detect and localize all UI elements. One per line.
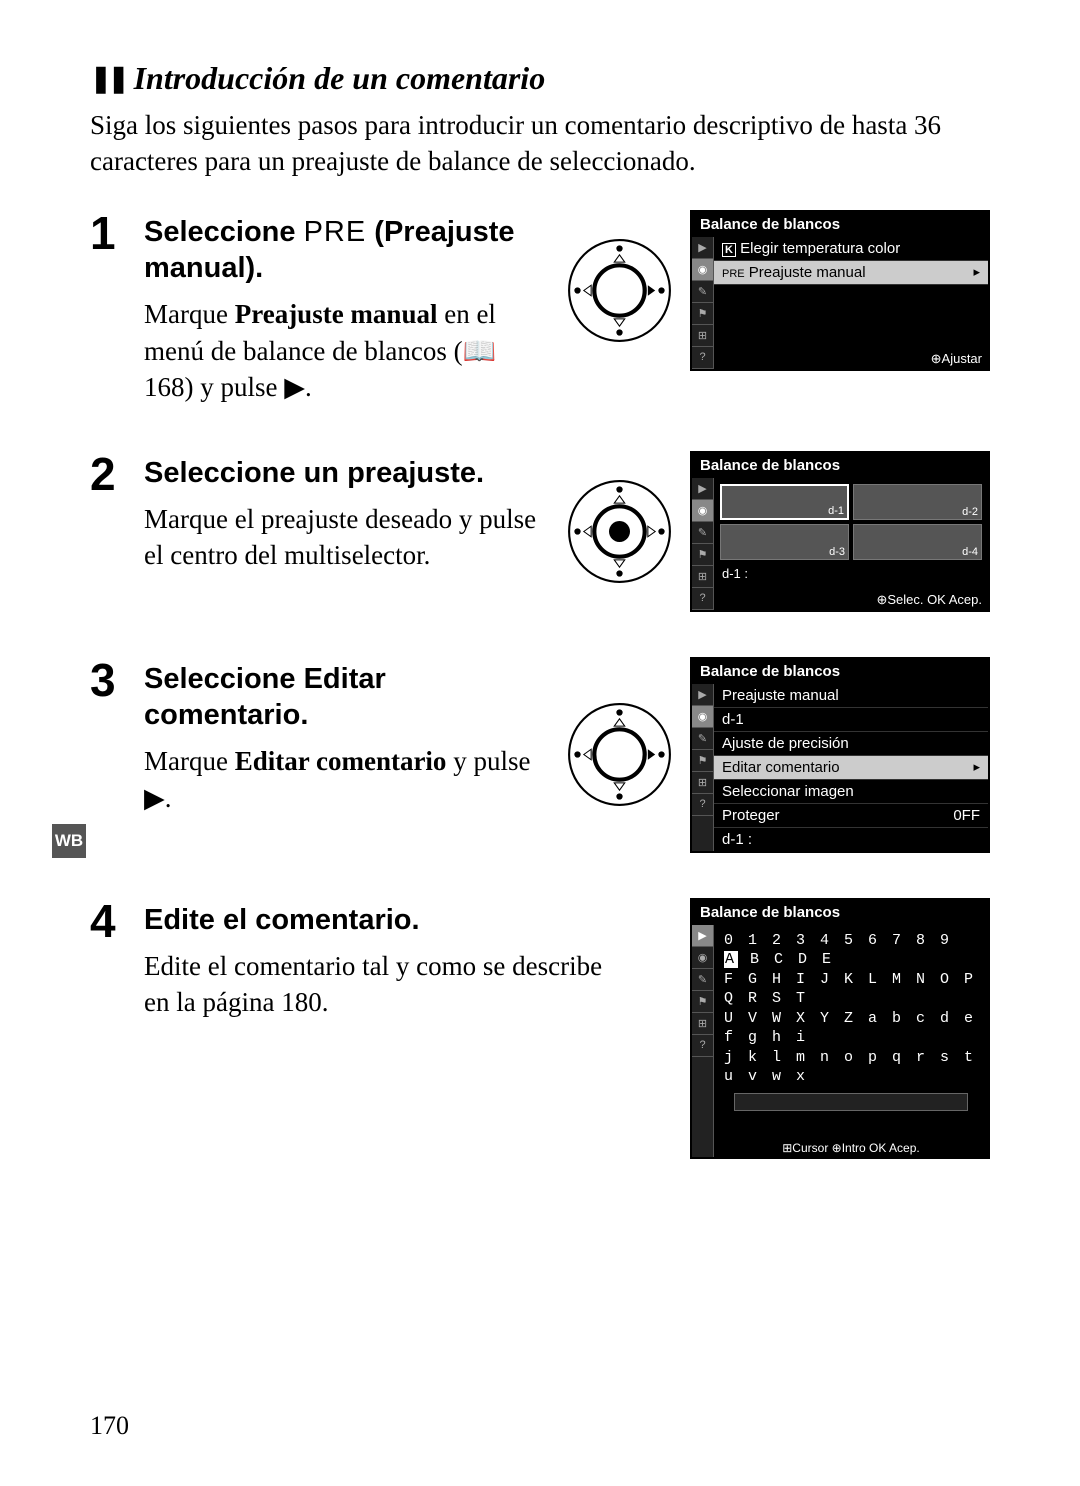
text-entry-box	[734, 1093, 968, 1111]
step-number: 1	[90, 210, 126, 256]
menu-item: K Elegir temperatura color	[714, 237, 988, 261]
wb-tab-icon: WB	[52, 824, 86, 858]
lcd-sidebar: ▶◉✎⚑⊞?	[692, 925, 714, 1157]
menu-item: Ajuste de precisión	[714, 732, 988, 756]
section-title: Introducción de un comentario	[90, 60, 990, 97]
multiselector-icon	[567, 479, 672, 584]
lcd-title: Balance de blancos	[692, 212, 988, 237]
camera-lcd: Balance de blancos ▶◉✎⚑⊞? Preajuste manu…	[690, 657, 990, 853]
preset-thumb: d-3	[720, 524, 849, 560]
step-1: 1 Seleccione PRE (Preajuste manual). Mar…	[90, 210, 990, 406]
step-title: Seleccione Editar comentario.	[144, 661, 549, 734]
step-description: Marque el preajuste deseado y pulse el c…	[144, 501, 549, 574]
camera-lcd: Balance de blancos ▶◉✎⚑⊞? d-1 d-2 d-3 d-…	[690, 451, 990, 612]
preset-thumb: d-4	[853, 524, 982, 560]
menu-item-highlighted: PRE Preajuste manual▸	[714, 261, 988, 285]
menu-item: Seleccionar imagen	[714, 780, 988, 804]
step-4: 4 Edite el comentario. Edite el comentar…	[90, 898, 990, 1159]
step-3: 3 Seleccione Editar comentario. Marque E…	[90, 657, 990, 853]
lcd-sidebar: ▶◉✎⚑⊞?	[692, 684, 714, 851]
camera-lcd: Balance de blancos ▶◉✎⚑⊞? 0 1 2 3 4 5 6 …	[690, 898, 990, 1159]
menu-item: d-1 :	[714, 828, 988, 851]
lcd-title: Balance de blancos	[692, 900, 988, 925]
lcd-sidebar: ▶◉✎⚑⊞?	[692, 237, 714, 369]
step-title: Edite el comentario.	[144, 902, 672, 938]
step-number: 3	[90, 657, 126, 703]
lcd-footer: ⊕Selec. OK Acep.	[876, 592, 982, 608]
step-description: Edite el comentario tal y como se descri…	[144, 948, 604, 1021]
preset-thumb: d-2	[853, 484, 982, 520]
lcd-title: Balance de blancos	[692, 453, 988, 478]
multiselector-icon	[567, 238, 672, 343]
lcd-footer: ⊞Cursor ⊕Intro OK Acep.	[714, 1141, 988, 1155]
preset-thumb: d-1	[720, 484, 849, 520]
lcd-footer: ⊕Ajustar	[931, 351, 982, 367]
info-line: d-1 :	[714, 566, 988, 581]
menu-item-highlighted: Editar comentario▸	[714, 756, 988, 780]
lcd-sidebar: ▶◉✎⚑⊞?	[692, 478, 714, 610]
lcd-title: Balance de blancos	[692, 659, 988, 684]
menu-item: d-1	[714, 708, 988, 732]
page-number: 170	[90, 1411, 129, 1441]
step-title: Seleccione PRE (Preajuste manual).	[144, 214, 549, 287]
step-description: Marque Preajuste manual en el menú de ba…	[144, 296, 549, 405]
step-number: 2	[90, 451, 126, 497]
menu-item: Preajuste manual	[714, 684, 988, 708]
step-description: Marque Editar comentario y pulse ▶.	[144, 743, 549, 816]
camera-lcd: Balance de blancos ▶◉✎⚑⊞? K Elegir tempe…	[690, 210, 990, 371]
menu-item: Proteger0FF	[714, 804, 988, 828]
intro-paragraph: Siga los siguientes pasos para introduci…	[90, 107, 990, 180]
step-2: 2 Seleccione un preajuste. Marque el pre…	[90, 451, 990, 612]
step-title: Seleccione un preajuste.	[144, 455, 549, 491]
step-number: 4	[90, 898, 126, 944]
character-grid: 0 1 2 3 4 5 6 7 8 9 A B C D E F G H I J …	[714, 925, 988, 1157]
multiselector-icon	[567, 702, 672, 807]
